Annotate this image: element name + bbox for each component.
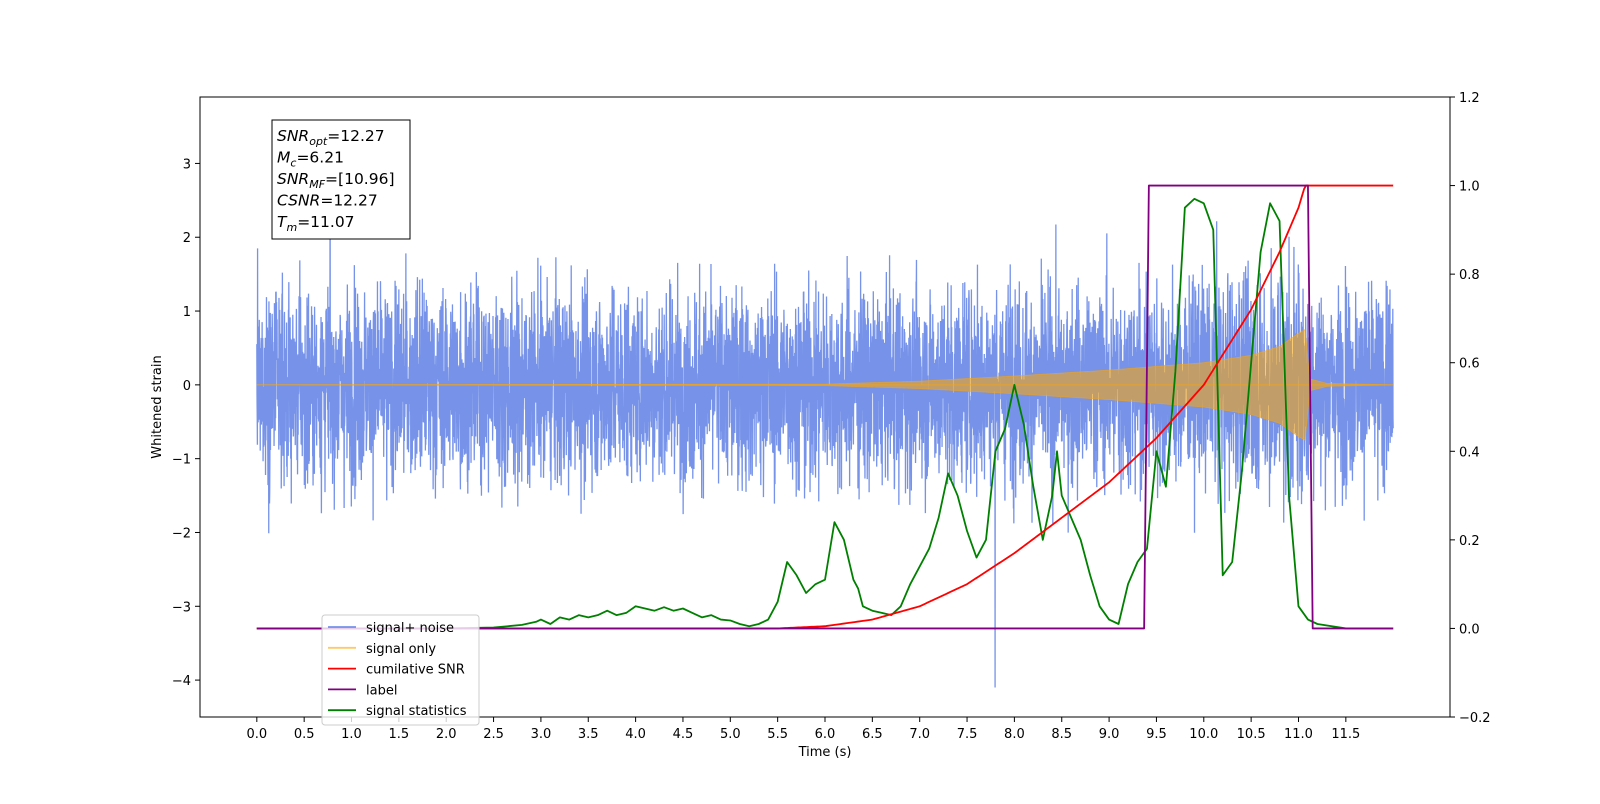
legend: signal+ noise signal only cumilative SNR la… [321,614,480,726]
x-tick-label: 10.0 [1189,727,1218,742]
y-left-tick-label: −2 [172,526,191,541]
legend-label: signal statistics [366,704,467,719]
y-right-tick-label: 0.4 [1459,445,1480,460]
x-tick-label: 8.5 [1051,727,1072,742]
x-tick-label: 11.0 [1284,727,1313,742]
series-label [256,184,1394,630]
x-tick-label: 3.0 [531,727,552,742]
x-axis-label: Time (s) [798,745,852,760]
annotation-line: SNRMF=[10.96] [277,170,395,191]
y-right-tick-label: 0.8 [1459,268,1480,283]
x-tick-label: 8.0 [1004,727,1025,742]
x-axis: 0.0 0.5 1.0 1.5 2.0 2.5 3.0 3.5 4.0 4.5 5.0 5.5 6.0 6… [246,717,1360,742]
legend-label: signal only [366,642,436,657]
x-tick-label: 4.0 [625,727,646,742]
x-tick-label: 9.5 [1146,727,1167,742]
x-tick-label: 5.5 [767,727,788,742]
x-tick-label: 6.0 [815,727,836,742]
y-axis-right: 1.2 1.0 0.8 0.6 0.4 0.2 0.0 −0.2 [1450,91,1491,726]
y-left-tick-label: 3 [183,157,191,172]
y-left-tick-label: −4 [172,674,191,689]
x-tick-label: 0.5 [294,727,315,742]
x-tick-label: 1.5 [389,727,410,742]
x-tick-label: 9.0 [1099,727,1120,742]
x-tick-label: 7.0 [909,727,930,742]
y-axis-label: Whitened strain [150,355,165,458]
legend-label: cumilative SNR [366,663,465,678]
legend-frame [321,614,480,726]
x-tick-label: 2.5 [483,727,504,742]
y-left-tick-label: −3 [172,600,191,615]
x-tick-label: 5.0 [720,727,741,742]
y-left-tick-label: 0 [183,379,191,394]
x-tick-label: 2.0 [436,727,457,742]
x-tick-label: 0.0 [246,727,267,742]
y-right-tick-label: 0.6 [1459,357,1480,372]
y-right-tick-label: 0.0 [1459,622,1480,637]
y-right-tick-label: 0.2 [1459,534,1480,549]
annotation-line: SNRopt=12.27 [277,127,385,148]
y-right-tick-label: −0.2 [1459,711,1491,726]
x-tick-label: 1.0 [341,727,362,742]
y-left-tick-label: 2 [183,231,191,246]
annotation-box: SNRopt=12.27Mc=6.21SNRMF=[10.96]CSNR=12.… [271,119,411,240]
annotation-line: CSNR=12.27 [277,192,378,210]
legend-label: signal+ noise [366,621,454,636]
x-tick-label: 6.5 [862,727,883,742]
series-signal-noise [256,122,1394,688]
x-tick-label: 3.5 [578,727,599,742]
x-tick-label: 11.5 [1331,727,1360,742]
x-tick-label: 10.5 [1237,727,1266,742]
y-left-tick-label: 1 [183,305,191,320]
series-signal-statistics [256,197,1394,630]
x-tick-label: 4.5 [673,727,694,742]
annotation-frame [271,119,411,240]
annotation-line: Tm=11.07 [277,213,355,234]
y-right-tick-label: 1.0 [1459,180,1480,195]
y-right-tick-label: 1.2 [1459,91,1480,106]
y-axis-left: 3 2 1 0 −1 −2 −3 −4 [172,157,200,689]
annotation-line: Mc=6.21 [277,149,344,170]
legend-label: label [366,683,397,698]
plot-content [256,122,1394,688]
y-left-tick-label: −1 [172,453,191,468]
x-tick-label: 7.5 [957,727,978,742]
